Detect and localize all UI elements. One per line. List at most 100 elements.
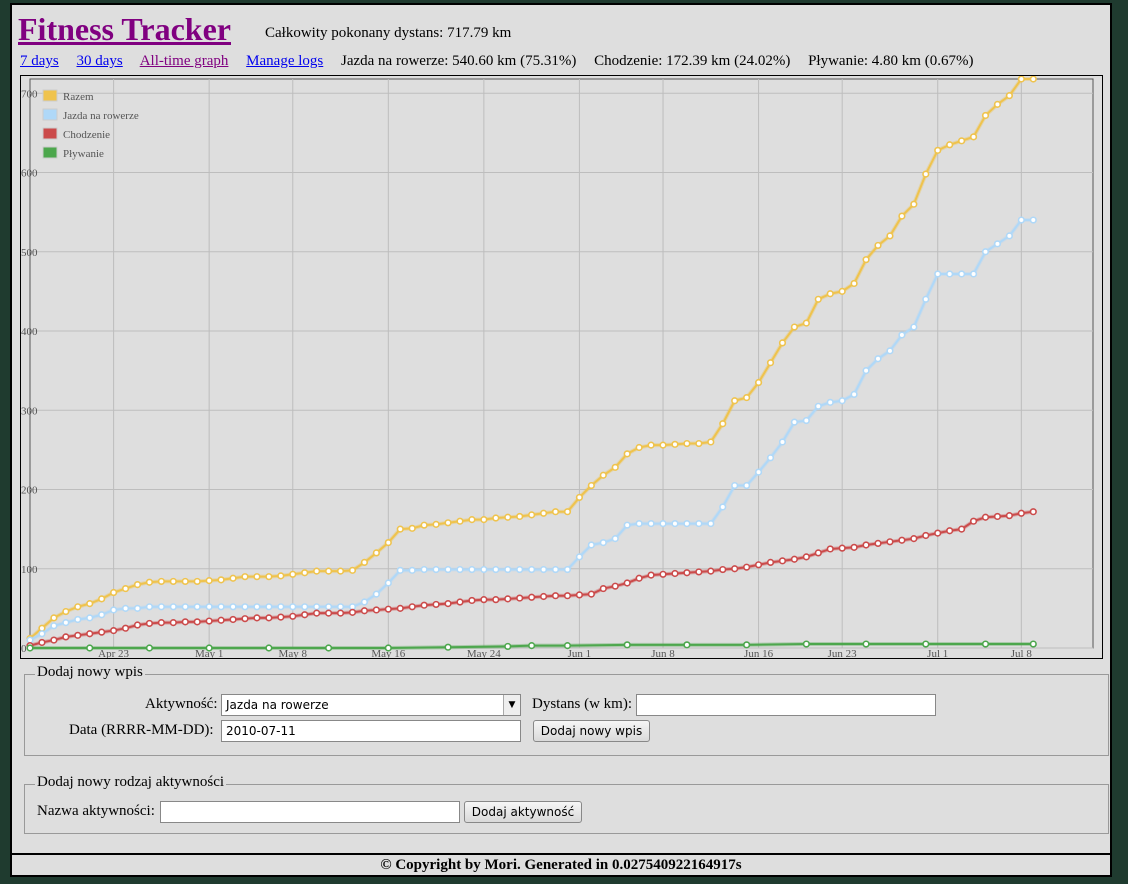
data-point [181,603,189,611]
legend-swatch [42,89,58,102]
data-point [121,624,130,632]
data-point [778,557,787,565]
data-point [1005,92,1013,100]
x-tick-label: May 16 [371,648,405,658]
data-point [695,568,703,576]
data-point [396,604,404,612]
data-point [850,279,858,288]
data-point [336,567,345,575]
data-point [958,270,966,278]
data-point [265,644,273,652]
app-title-link[interactable]: Fitness Tracker [18,11,231,47]
data-point [993,100,1002,108]
data-point [396,525,404,533]
data-point [348,566,357,574]
data-point [384,579,392,587]
data-point [145,644,154,652]
data-point [133,581,142,589]
data-point [289,612,297,620]
activity-select[interactable]: Jazda na rowerze ▼ [221,694,521,716]
data-point [575,493,584,502]
plot-area [29,78,1094,649]
data-point [50,614,58,622]
data-point [360,598,369,606]
chart-container: 0 100 200 300 400 500 600 700 Apr 23 May 1 May 8 Ma… [20,75,1103,659]
data-point [62,607,70,616]
distance-input[interactable] [636,694,936,716]
chevron-down-icon: ▼ [503,695,520,715]
data-point [384,539,392,547]
data-point [623,579,631,587]
nav-manage-logs-link[interactable]: Manage logs [246,53,324,69]
data-point [516,512,524,521]
nav-all-time-link[interactable]: All-time graph [139,53,229,69]
data-point [396,566,404,574]
data-point [408,524,416,532]
data-point [121,584,130,593]
add-activity-legend: Dodaj nowy rodzaj aktywności [35,774,227,791]
data-point [611,582,619,590]
series-line-shadow [28,77,1034,641]
data-point [802,640,810,648]
data-point [838,287,846,295]
data-point [587,541,595,549]
data-point [98,611,106,619]
legend-label: Jazda na rowerze [63,110,139,122]
data-point [181,577,189,586]
data-point [1005,512,1013,520]
data-point [528,565,536,574]
data-point [969,133,978,141]
data-point [86,614,94,622]
data-point [754,378,763,387]
data-point [563,642,572,650]
data-point [934,270,942,278]
nav-7-days-link[interactable]: 7 days [20,53,59,69]
data-point [205,603,213,611]
x-tick-label: Jun 23 [828,648,858,658]
data-point [874,355,882,363]
data-point [480,516,488,524]
data-point [145,619,154,628]
data-point [563,508,572,516]
x-tick-label: Jun 16 [744,648,774,658]
add-entry-button[interactable]: Dodaj nowy wpis [533,720,650,742]
data-point [1017,509,1025,517]
data-point [62,619,70,627]
y-tick-label: 400 [21,326,38,338]
series-line [29,78,1034,640]
data-point [563,565,572,574]
data-point [707,438,715,446]
data-point [587,481,595,490]
data-point [886,347,894,355]
data-point [766,359,775,367]
data-point [611,535,619,543]
data-point [301,603,309,611]
data-point [133,604,142,612]
activity-name-input[interactable] [160,801,460,823]
data-point [659,570,667,578]
data-point [647,441,655,449]
data-point [277,572,285,580]
data-point [324,603,333,611]
nav-30-days-link[interactable]: 30 days [76,53,123,69]
data-point [623,641,631,649]
data-point [492,565,500,574]
data-point [551,508,560,516]
data-point [110,626,118,635]
data-point [229,574,237,582]
distance-label: Dystans (w km): [532,696,632,712]
data-point [826,545,834,553]
x-tick-label: Jul 1 [927,648,948,658]
y-tick-label: 100 [21,564,38,576]
data-point [707,519,715,528]
data-point [432,600,440,609]
data-point [1029,216,1037,224]
date-input[interactable] [221,720,521,742]
data-point [205,644,213,652]
data-point [766,454,775,462]
add-activity-button[interactable]: Dodaj aktywność [464,801,582,823]
add-entry-fieldset: Dodaj nowy wpis Aktywność: Jazda na rowe… [24,664,1109,756]
data-point [981,513,990,521]
y-tick-label: 600 [21,168,38,180]
data-point [193,603,201,611]
